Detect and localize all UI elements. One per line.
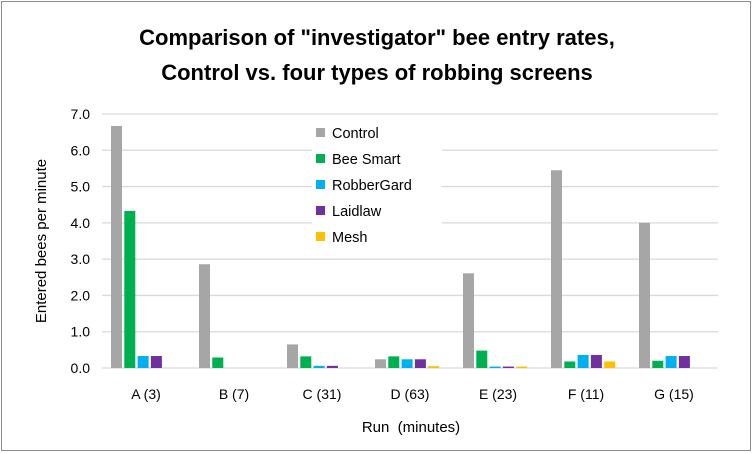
y-tick-label: 0.0 — [71, 360, 91, 376]
x-tick-label: E (23) — [479, 386, 517, 402]
bar-control — [199, 264, 210, 368]
y-tick-label: 7.0 — [71, 106, 91, 122]
y-tick-label: 1.0 — [71, 324, 91, 340]
bar-bee-smart — [388, 356, 400, 368]
bar-robbergard — [401, 359, 413, 368]
bar-laidlaw — [502, 366, 514, 368]
bar-laidlaw — [326, 365, 338, 368]
bar-robbergard — [665, 356, 677, 368]
bar-robbergard — [137, 356, 149, 368]
bar-bee-smart — [124, 210, 136, 368]
x-axis-label: Run (minutes) — [362, 419, 460, 436]
bar-bee-smart — [476, 350, 488, 368]
legend-swatch — [316, 180, 325, 189]
bar-control — [287, 344, 298, 368]
bar-robbergard — [313, 365, 325, 368]
bar-bee-smart — [300, 356, 312, 368]
x-tick-label: C (31) — [303, 386, 342, 402]
bar-control — [375, 359, 386, 368]
y-tick-label: 5.0 — [71, 179, 91, 195]
bar-control — [111, 125, 122, 368]
legend-swatch — [316, 128, 325, 137]
bar-bee-smart — [652, 360, 664, 368]
bar-mesh — [428, 366, 440, 368]
bar-laidlaw — [590, 354, 602, 368]
x-tick-label: A (3) — [131, 386, 161, 402]
legend-label: Bee Smart — [332, 152, 401, 168]
y-tick-label: 4.0 — [71, 215, 91, 231]
chart-title: Comparison of "investigator" bee entry r… — [139, 25, 615, 50]
x-tick-label: B (7) — [219, 386, 249, 402]
bar-bee-smart — [212, 357, 224, 368]
x-tick-label: G (15) — [654, 386, 694, 402]
bar-control — [639, 222, 650, 368]
bar-robbergard — [489, 366, 501, 368]
bar-bee-smart — [564, 361, 576, 368]
legend-label: Control — [332, 126, 379, 142]
legend-swatch — [316, 232, 325, 241]
legend-swatch — [316, 206, 325, 215]
chart-subtitle: Control vs. four types of robbing screen… — [161, 60, 593, 85]
y-tick-label: 2.0 — [71, 287, 91, 303]
bar-robbergard — [577, 354, 589, 368]
y-tick-label: 3.0 — [71, 251, 91, 267]
bar-mesh — [516, 366, 528, 368]
bar-mesh — [604, 361, 616, 368]
legend-label: Laidlaw — [332, 204, 382, 220]
legend-swatch — [316, 154, 325, 163]
legend-label: Mesh — [332, 230, 367, 246]
y-axis-label: Entered bees per minute — [33, 159, 50, 323]
bar-laidlaw — [150, 356, 162, 368]
bar-laidlaw — [678, 356, 690, 368]
x-tick-label: D (63) — [391, 386, 430, 402]
bar-control — [551, 170, 562, 368]
y-tick-label: 6.0 — [71, 142, 91, 158]
bar-control — [463, 273, 474, 368]
bar-laidlaw — [414, 359, 426, 368]
x-tick-label: F (11) — [568, 386, 604, 402]
legend-label: RobberGard — [332, 178, 412, 194]
